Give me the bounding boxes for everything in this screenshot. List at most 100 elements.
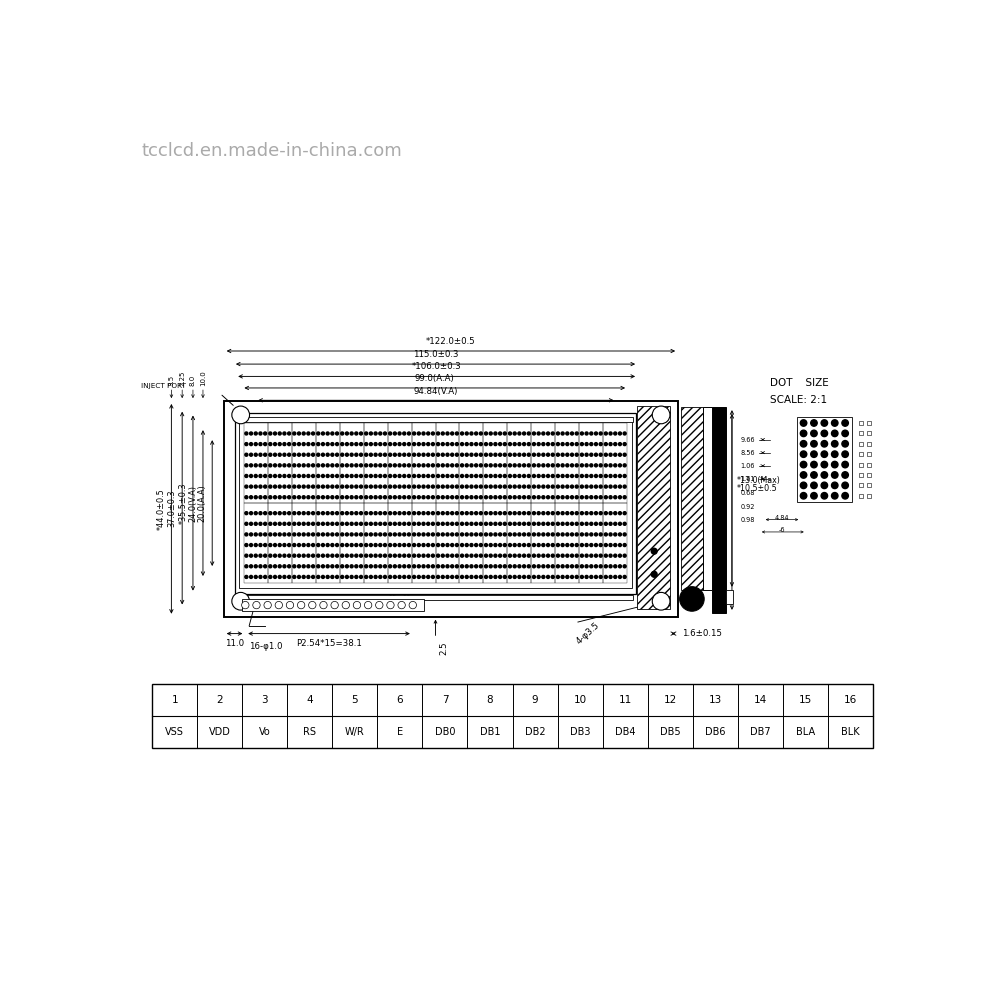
- Circle shape: [427, 496, 430, 499]
- Circle shape: [832, 493, 838, 499]
- Circle shape: [551, 554, 554, 557]
- Circle shape: [513, 432, 516, 435]
- Circle shape: [542, 485, 545, 488]
- Circle shape: [537, 474, 540, 477]
- Circle shape: [623, 512, 626, 515]
- Text: 24.0(V.A): 24.0(V.A): [189, 485, 198, 522]
- Text: DB1: DB1: [480, 727, 500, 737]
- Circle shape: [461, 453, 464, 456]
- Circle shape: [383, 443, 386, 446]
- Circle shape: [350, 533, 353, 536]
- Circle shape: [293, 485, 296, 488]
- Circle shape: [561, 432, 564, 435]
- Circle shape: [451, 565, 454, 568]
- Circle shape: [566, 533, 569, 536]
- Circle shape: [594, 512, 597, 515]
- Circle shape: [297, 565, 300, 568]
- Circle shape: [580, 512, 583, 515]
- Bar: [859, 463, 863, 466]
- Circle shape: [561, 533, 564, 536]
- Circle shape: [278, 496, 281, 499]
- Circle shape: [532, 485, 535, 488]
- Circle shape: [422, 512, 425, 515]
- Circle shape: [288, 464, 291, 467]
- Circle shape: [254, 496, 257, 499]
- Circle shape: [307, 554, 310, 557]
- Circle shape: [614, 554, 617, 557]
- Circle shape: [479, 575, 482, 578]
- Circle shape: [283, 432, 286, 435]
- Circle shape: [479, 496, 482, 499]
- Circle shape: [398, 443, 401, 446]
- Circle shape: [623, 464, 626, 467]
- Circle shape: [341, 533, 344, 536]
- Circle shape: [336, 496, 339, 499]
- Circle shape: [599, 464, 602, 467]
- Circle shape: [389, 474, 392, 477]
- Circle shape: [417, 496, 420, 499]
- Circle shape: [264, 565, 267, 568]
- Circle shape: [302, 533, 305, 536]
- Circle shape: [245, 533, 248, 536]
- Circle shape: [355, 464, 358, 467]
- Circle shape: [383, 544, 386, 547]
- Circle shape: [437, 496, 440, 499]
- Circle shape: [479, 453, 482, 456]
- Circle shape: [326, 496, 329, 499]
- Circle shape: [259, 522, 262, 525]
- Circle shape: [499, 464, 502, 467]
- Circle shape: [503, 443, 506, 446]
- Text: 2.5: 2.5: [439, 641, 448, 655]
- Circle shape: [800, 430, 807, 437]
- Bar: [238, 417, 633, 422]
- Circle shape: [422, 544, 425, 547]
- Circle shape: [274, 522, 277, 525]
- Circle shape: [274, 464, 277, 467]
- Circle shape: [250, 464, 253, 467]
- Circle shape: [556, 485, 559, 488]
- Circle shape: [422, 485, 425, 488]
- Circle shape: [547, 522, 550, 525]
- Circle shape: [259, 464, 262, 467]
- Circle shape: [461, 443, 464, 446]
- Circle shape: [494, 474, 497, 477]
- Circle shape: [590, 575, 593, 578]
- Circle shape: [321, 485, 324, 488]
- Circle shape: [556, 512, 559, 515]
- Circle shape: [441, 565, 444, 568]
- Circle shape: [355, 565, 358, 568]
- Circle shape: [503, 474, 506, 477]
- Circle shape: [417, 485, 420, 488]
- Circle shape: [383, 485, 386, 488]
- Circle shape: [259, 453, 262, 456]
- Circle shape: [254, 464, 257, 467]
- Circle shape: [389, 575, 392, 578]
- Circle shape: [288, 522, 291, 525]
- Circle shape: [350, 464, 353, 467]
- Circle shape: [461, 496, 464, 499]
- Circle shape: [499, 533, 502, 536]
- Bar: [238, 595, 633, 600]
- Circle shape: [307, 443, 310, 446]
- Circle shape: [585, 554, 588, 557]
- Circle shape: [245, 432, 248, 435]
- Circle shape: [623, 443, 626, 446]
- Circle shape: [245, 496, 248, 499]
- Circle shape: [599, 544, 602, 547]
- Circle shape: [403, 464, 406, 467]
- Circle shape: [245, 474, 248, 477]
- Circle shape: [417, 554, 420, 557]
- Text: DB6: DB6: [705, 727, 725, 737]
- Circle shape: [523, 554, 526, 557]
- Circle shape: [609, 565, 612, 568]
- Circle shape: [551, 512, 554, 515]
- Circle shape: [427, 464, 430, 467]
- Circle shape: [312, 464, 315, 467]
- Circle shape: [575, 474, 578, 477]
- Circle shape: [417, 533, 420, 536]
- Circle shape: [297, 485, 300, 488]
- Circle shape: [441, 533, 444, 536]
- Bar: [364, 423, 388, 503]
- Circle shape: [441, 485, 444, 488]
- Circle shape: [321, 496, 324, 499]
